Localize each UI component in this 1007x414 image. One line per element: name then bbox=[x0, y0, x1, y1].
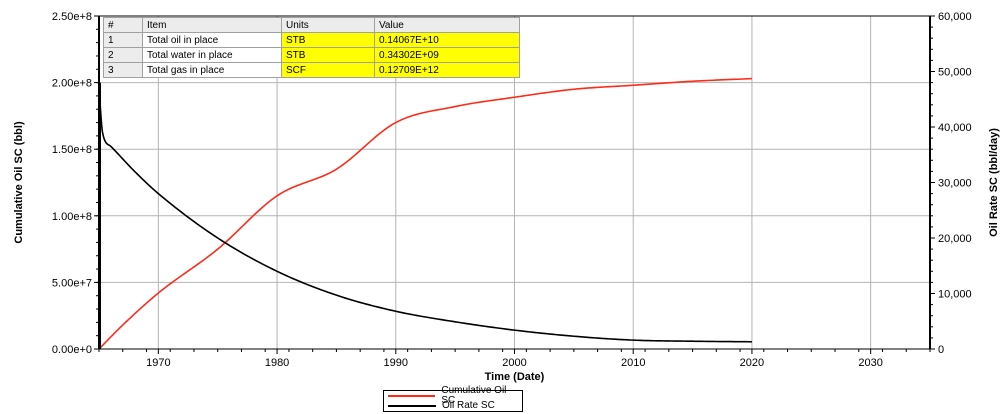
y-axis-left-title: Cumulative Oil SC (bbl) bbox=[13, 121, 25, 244]
left-axis-tick-label: 2.50e+8 bbox=[52, 11, 92, 23]
x-axis-tick-label: 1980 bbox=[265, 357, 289, 369]
column-header-value: Value bbox=[374, 17, 520, 33]
x-axis-tick-label: 2010 bbox=[621, 357, 645, 369]
summary-table: # Item Units Value 1 Total oil in place … bbox=[103, 17, 520, 78]
right-axis-tick-label: 60,000 bbox=[938, 11, 972, 23]
right-axis-tick-label: 10,000 bbox=[938, 289, 972, 301]
left-axis-tick-label: 1.00e+8 bbox=[52, 211, 92, 223]
x-axis: 1970 1980 1990 2000 2010 2020 2030 bbox=[98, 348, 931, 369]
row-number: 3 bbox=[103, 62, 143, 78]
row-number: 2 bbox=[103, 47, 143, 63]
legend-item-cumulative-oil: Cumulative Oil SC bbox=[388, 386, 522, 406]
x-axis-title: Time (Date) bbox=[485, 371, 545, 383]
x-axis-tick-label: 1990 bbox=[384, 357, 408, 369]
right-axis-tick-label: 30,000 bbox=[938, 178, 972, 190]
row-value: 0.34302E+09 bbox=[374, 47, 520, 63]
legend-swatch-red bbox=[388, 395, 436, 397]
left-axis-tick-label: 2.00e+8 bbox=[52, 78, 92, 90]
row-units: STB bbox=[281, 32, 375, 48]
table-row: 2 Total water in place STB 0.34302E+09 bbox=[103, 47, 520, 63]
x-axis-tick-label: 2000 bbox=[502, 357, 526, 369]
table-row: 3 Total gas in place SCF 0.12709E+12 bbox=[103, 62, 520, 78]
right-axis-tick-label: 20,000 bbox=[938, 233, 972, 245]
legend-swatch-black bbox=[388, 405, 436, 407]
legend: Cumulative Oil SC Oil Rate SC bbox=[383, 386, 523, 412]
table-header-row: # Item Units Value bbox=[103, 17, 520, 33]
row-item: Total gas in place bbox=[142, 62, 282, 78]
series-line-oil-rate bbox=[98, 82, 752, 343]
row-number: 1 bbox=[103, 32, 143, 48]
legend-label: Oil Rate SC bbox=[442, 400, 495, 411]
x-axis-tick-label: 2030 bbox=[858, 357, 882, 369]
series-line-cumulative-oil bbox=[98, 77, 752, 350]
row-item: Total oil in place bbox=[142, 32, 282, 48]
left-axis-tick-label: 5.00e+7 bbox=[52, 277, 92, 289]
row-item: Total water in place bbox=[142, 47, 282, 63]
y-axis-right-title: Oil Rate SC (bbl/day) bbox=[988, 128, 1000, 237]
row-value: 0.12709E+12 bbox=[374, 62, 520, 78]
right-axis: 0 10,000 20,000 30,000 40,000 50,000 60,000 bbox=[929, 11, 972, 356]
right-axis-tick-label: 50,000 bbox=[938, 67, 972, 79]
column-header-number: # bbox=[103, 17, 143, 33]
x-axis-tick-label: 2020 bbox=[740, 357, 764, 369]
right-axis-tick-label: 40,000 bbox=[938, 122, 972, 134]
left-axis-tick-label: 0.00e+0 bbox=[52, 344, 92, 356]
table-row: 1 Total oil in place STB 0.14067E+10 bbox=[103, 32, 520, 48]
row-value: 0.14067E+10 bbox=[374, 32, 520, 48]
row-units: SCF bbox=[281, 62, 375, 78]
legend-label: Cumulative Oil SC bbox=[441, 385, 507, 406]
x-axis-tick-label: 1970 bbox=[146, 357, 170, 369]
right-axis-tick-label: 0 bbox=[938, 344, 944, 356]
legend-item-oil-rate: Oil Rate SC bbox=[388, 401, 495, 411]
row-units: STB bbox=[281, 47, 375, 63]
column-header-item: Item bbox=[142, 17, 282, 33]
column-header-units: Units bbox=[281, 17, 375, 33]
left-axis: 0.00e+0 5.00e+7 1.00e+8 1.50e+8 2.00e+8 2.50e… bbox=[52, 11, 100, 356]
left-axis-tick-label: 1.50e+8 bbox=[52, 144, 92, 156]
